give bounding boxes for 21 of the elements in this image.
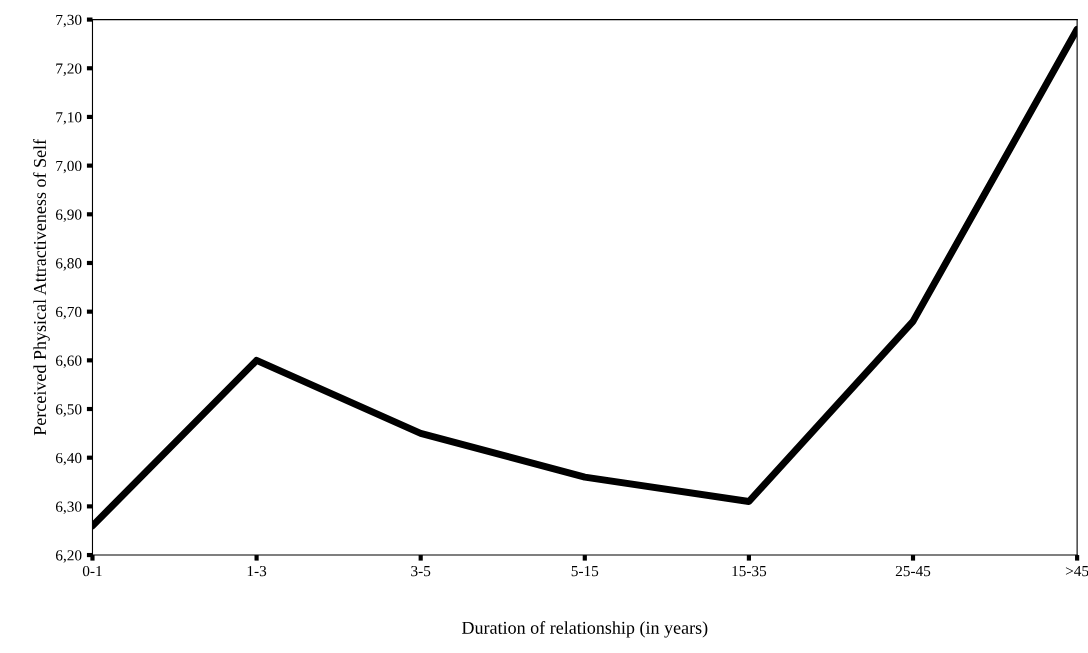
y-tick-label: 7,00 <box>56 160 82 174</box>
y-tick-label: 7,10 <box>56 112 82 125</box>
x-tick-label: >45 <box>1065 566 1088 577</box>
y-tick-label: 6,60 <box>55 355 82 368</box>
y-tick-label: 6,40 <box>55 452 82 466</box>
y-tick-label: 6,50 <box>55 404 82 417</box>
y-tick-label: 6,90 <box>55 209 82 222</box>
x-tick-label: 25-45 <box>895 565 931 577</box>
x-tick-label: 3-5 <box>411 565 431 577</box>
y-tick-label: 6,70 <box>55 306 82 320</box>
x-axis-title: Duration of relationship (in years) <box>461 620 708 638</box>
y-tick-label: 6,20 <box>55 550 82 563</box>
x-tick-label: 5-15 <box>571 565 599 577</box>
x-tick-label: 0-1 <box>82 565 102 577</box>
y-axis-title: Perceived Physical Attractiveness of Self <box>33 138 50 436</box>
y-tick-label: 6,30 <box>55 501 82 515</box>
x-tick-label: 1-3 <box>247 565 267 577</box>
y-tick-label: 6,80 <box>55 258 82 271</box>
y-tick-label: 7,30 <box>56 14 82 28</box>
y-tick-label: 7,20 <box>56 63 82 76</box>
x-tick-label: 15-35 <box>732 565 767 577</box>
